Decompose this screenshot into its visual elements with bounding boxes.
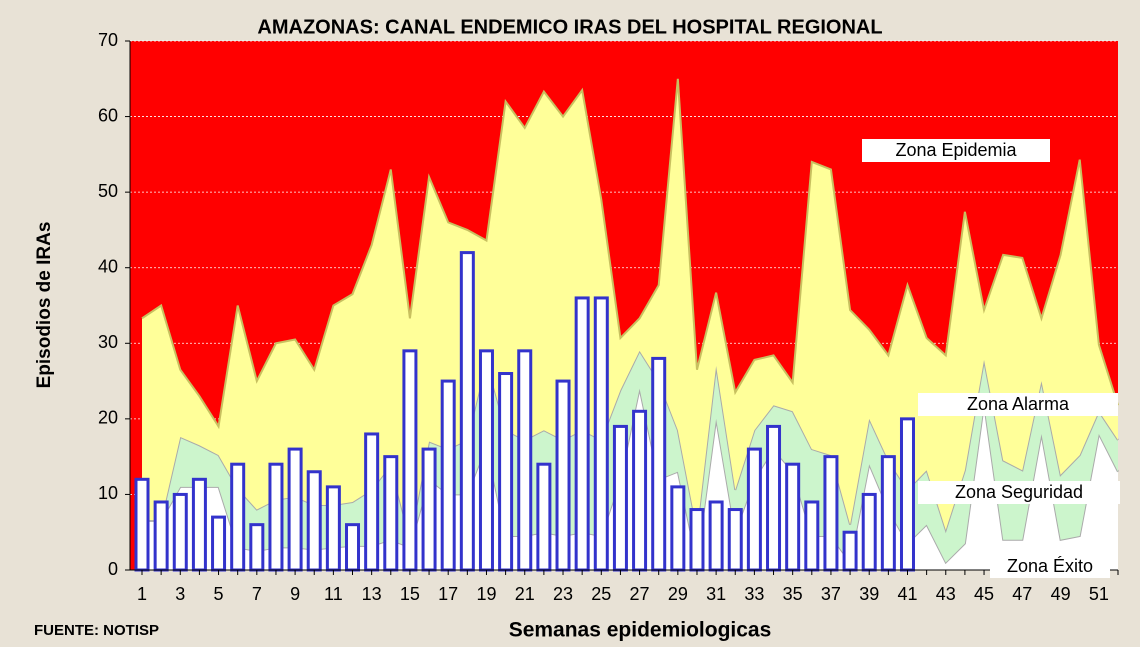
zone-boundary bbox=[141, 78, 1119, 430]
bar bbox=[325, 485, 341, 572]
bar bbox=[823, 455, 839, 572]
bar bbox=[440, 379, 456, 572]
bar bbox=[268, 462, 284, 572]
x-tick-label: 27 bbox=[630, 584, 650, 604]
x-tick-label: 41 bbox=[897, 584, 917, 604]
bar bbox=[421, 447, 437, 572]
x-tick-label: 19 bbox=[476, 584, 496, 604]
bar bbox=[785, 462, 801, 572]
bar bbox=[402, 349, 418, 572]
x-tick-label: 25 bbox=[591, 584, 611, 604]
bar bbox=[249, 523, 265, 572]
bar bbox=[498, 372, 514, 572]
bar bbox=[651, 356, 667, 572]
bar bbox=[842, 530, 858, 572]
zone-label-box bbox=[862, 139, 1050, 162]
x-tick-label: 3 bbox=[175, 584, 185, 604]
zone-label-box bbox=[990, 555, 1110, 578]
x-tick-label: 43 bbox=[936, 584, 956, 604]
y-tick-label: 10 bbox=[98, 483, 118, 503]
x-tick-label: 29 bbox=[668, 584, 688, 604]
bar bbox=[153, 500, 169, 572]
x-tick-label: 39 bbox=[859, 584, 879, 604]
x-tick-label: 1 bbox=[137, 584, 147, 604]
x-tick-label: 23 bbox=[553, 584, 573, 604]
chart-subtitle: VIRGEN DE FATIMA - AÑO: 2016 A LA S.E. 4… bbox=[349, 47, 782, 70]
bar bbox=[459, 251, 475, 572]
bar bbox=[899, 417, 915, 572]
bar bbox=[670, 485, 686, 572]
bar bbox=[766, 424, 782, 572]
x-tick-label: 7 bbox=[252, 584, 262, 604]
bar bbox=[345, 523, 361, 572]
bar bbox=[172, 492, 188, 572]
x-tick-label: 33 bbox=[744, 584, 764, 604]
bar bbox=[880, 455, 896, 572]
chart-title: AMAZONAS: CANAL ENDEMICO IRAS DEL HOSPIT… bbox=[257, 16, 882, 38]
bar bbox=[612, 424, 628, 572]
bar bbox=[536, 462, 552, 572]
x-tick-label: 49 bbox=[1051, 584, 1071, 604]
bar bbox=[306, 470, 322, 572]
x-tick-label: 21 bbox=[515, 584, 535, 604]
y-tick-label: 60 bbox=[98, 105, 118, 125]
bar bbox=[364, 432, 380, 572]
bar bbox=[555, 379, 571, 572]
x-tick-label: 51 bbox=[1089, 584, 1109, 604]
bar bbox=[191, 477, 207, 572]
bar bbox=[727, 508, 743, 572]
x-tick-label: 31 bbox=[706, 584, 726, 604]
x-tick-label: 13 bbox=[362, 584, 382, 604]
x-tick-label: 15 bbox=[400, 584, 420, 604]
x-tick-label: 37 bbox=[821, 584, 841, 604]
y-tick-label: 70 bbox=[98, 30, 118, 50]
zone-label: Zona Alarma bbox=[967, 394, 1070, 414]
y-axis-label: Episodios de IRAs bbox=[34, 222, 55, 389]
bar bbox=[574, 296, 590, 572]
x-tick-label: 5 bbox=[214, 584, 224, 604]
bar bbox=[287, 447, 303, 572]
zone-label-box bbox=[918, 393, 1118, 416]
bar bbox=[861, 492, 877, 572]
zone-label-box bbox=[918, 481, 1120, 504]
bar bbox=[211, 515, 227, 572]
plot-layer bbox=[130, 40, 1119, 572]
bar bbox=[478, 349, 494, 572]
x-tick-label: 11 bbox=[324, 584, 343, 604]
bar bbox=[593, 296, 609, 572]
zone-label: Zona Epidemia bbox=[895, 140, 1017, 160]
bar bbox=[689, 508, 705, 572]
bar bbox=[134, 477, 150, 572]
bar bbox=[708, 500, 724, 572]
x-tick-label: 9 bbox=[290, 584, 300, 604]
x-tick-label: 45 bbox=[974, 584, 994, 604]
x-tick-label: 17 bbox=[438, 584, 458, 604]
zone-label: Zona Seguridad bbox=[955, 482, 1083, 502]
y-tick-label: 20 bbox=[98, 408, 118, 428]
bar bbox=[383, 455, 399, 572]
zone-label: Zona Éxito bbox=[1007, 556, 1093, 576]
y-tick-label: 30 bbox=[98, 332, 118, 352]
y-tick-label: 50 bbox=[98, 181, 118, 201]
zone-area bbox=[142, 78, 1118, 540]
y-tick-label: 40 bbox=[98, 256, 118, 276]
bar bbox=[632, 409, 648, 572]
zone-boundary bbox=[142, 388, 1119, 565]
x-tick-label: 47 bbox=[1012, 584, 1032, 604]
bar bbox=[230, 462, 246, 572]
x-axis-label: Semanas epidemiologicas bbox=[509, 619, 772, 642]
bar bbox=[804, 500, 820, 572]
y-tick-label: 0 bbox=[108, 559, 118, 579]
source: FUENTE: NOTISP bbox=[34, 622, 159, 639]
x-tick-label: 35 bbox=[783, 584, 803, 604]
bar bbox=[517, 349, 533, 572]
bar bbox=[746, 447, 762, 572]
